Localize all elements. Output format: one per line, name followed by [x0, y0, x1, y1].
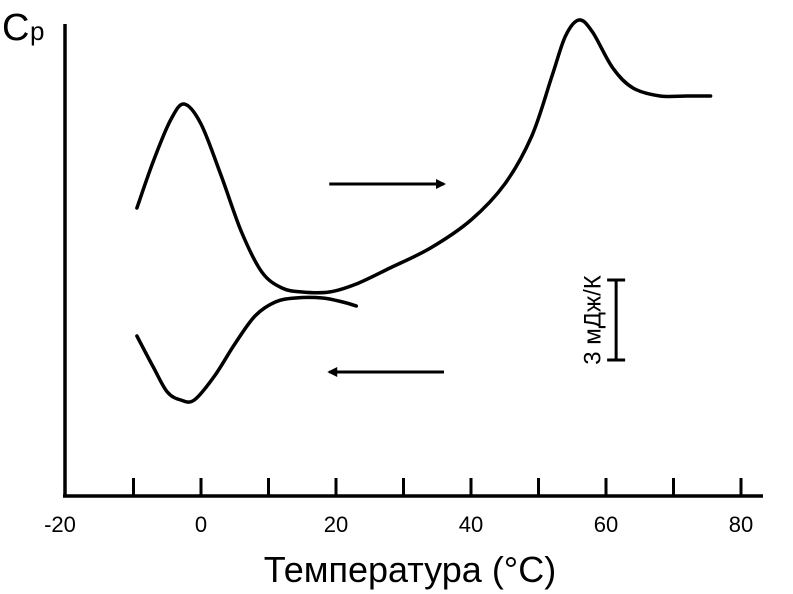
- heating-curve: [135, 18, 713, 295]
- x-tick-label-40: 40: [459, 512, 483, 537]
- scale-bar-label: 3 мДж/К: [579, 275, 606, 364]
- scale-bar: 3 мДж/К: [579, 275, 626, 365]
- x-tick-label-20: 20: [324, 512, 348, 537]
- x-tick-label-60: 60: [594, 512, 618, 537]
- x-tick-label--20: -20: [44, 512, 76, 537]
- x-axis-title: Температура (°С): [264, 549, 556, 590]
- y-axis-title-subscript: p: [30, 16, 44, 46]
- y-axis-title: C p: [2, 7, 44, 49]
- x-axis-tick-labels: -20 0 20 40 60 80: [44, 512, 753, 537]
- direction-arrows: [327, 179, 446, 377]
- x-tick-label-0: 0: [195, 512, 207, 537]
- y-axis-title-main: C: [2, 7, 29, 49]
- cooling-curve: [135, 295, 359, 404]
- x-axis-ticks: [132, 478, 743, 496]
- x-tick-label-80: 80: [729, 512, 753, 537]
- curves: [135, 18, 713, 404]
